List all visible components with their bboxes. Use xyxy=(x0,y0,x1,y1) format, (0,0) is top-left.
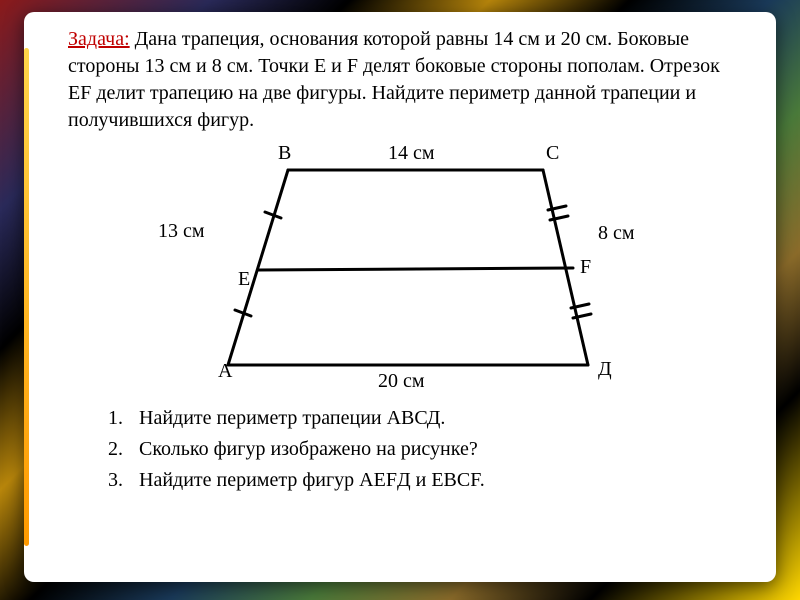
vertex-E: Е xyxy=(238,268,250,291)
question-number: 2. xyxy=(108,435,134,464)
list-item: 2. Сколько фигур изображено на рисунке? xyxy=(108,435,748,464)
problem-body: Дана трапеция, основания которой равны 1… xyxy=(68,28,720,131)
edge-EF xyxy=(258,268,573,270)
vertex-B: В xyxy=(278,142,291,165)
background: Задача: Дана трапеция, основания которой… xyxy=(0,0,800,600)
label-right: 8 см xyxy=(598,222,635,245)
edge-AB xyxy=(228,170,288,365)
label-top: 14 см xyxy=(388,142,435,165)
question-text: Найдите периметр фигур АЕFД и ЕВСF. xyxy=(139,469,485,491)
question-list: 1. Найдите периметр трапеции АВСД. 2. Ск… xyxy=(68,404,748,495)
problem-text: Задача: Дана трапеция, основания которой… xyxy=(68,26,748,134)
question-number: 1. xyxy=(108,404,134,433)
vertex-F: F xyxy=(580,256,591,279)
vertex-D: Д xyxy=(598,358,612,381)
question-text: Сколько фигур изображено на рисунке? xyxy=(139,438,478,460)
label-bottom: 20 см xyxy=(378,370,425,393)
slide: Задача: Дана трапеция, основания которой… xyxy=(24,12,776,582)
list-item: 3. Найдите периметр фигур АЕFД и ЕВСF. xyxy=(108,466,748,495)
trapezoid-figure: В С А Д Е F 14 см 20 см 13 см 8 см xyxy=(68,140,748,400)
problem-label: Задача: xyxy=(68,28,130,50)
list-item: 1. Найдите периметр трапеции АВСД. xyxy=(108,404,748,433)
label-left: 13 см xyxy=(158,220,205,243)
question-number: 3. xyxy=(108,466,134,495)
question-text: Найдите периметр трапеции АВСД. xyxy=(139,407,445,429)
vertex-A: А xyxy=(218,360,232,383)
trapezoid-svg xyxy=(68,140,748,400)
vertex-C: С xyxy=(546,142,559,165)
